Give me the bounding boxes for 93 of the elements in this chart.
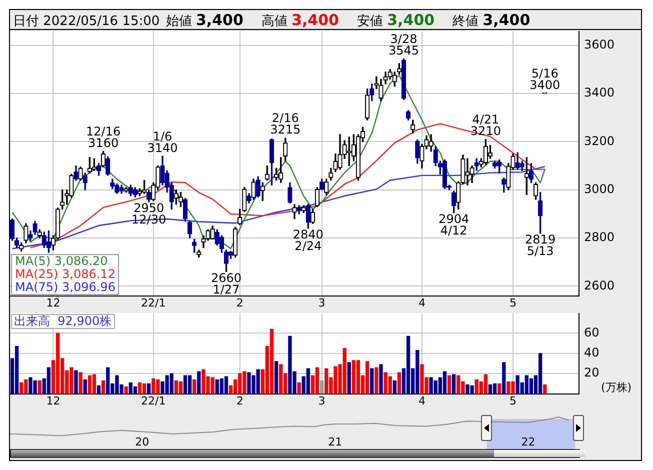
y-tick-label: 3000 [584,182,615,196]
annotation: 1/6 3140 [147,129,178,155]
bar [197,371,201,394]
y-tick-label: 2800 [584,230,615,244]
annotation: 4/21 3210 [470,112,501,138]
annotation: 2904 4/12 [438,212,470,238]
x-tick-label: 5 [509,394,516,408]
bar [46,367,51,394]
bar [56,332,60,394]
x-tick-label: 2 [236,296,244,310]
y-tick-label: 3600 [584,38,615,52]
x-tick-label: 4 [418,296,426,310]
bar [270,328,274,394]
x-tick-label: 22/1 [141,296,166,310]
y-tick-label: 3200 [584,134,615,148]
bar [502,362,506,394]
annotation: 12/16 3160 [86,124,121,150]
text: 高値 3,400 [261,11,339,29]
bar [188,375,192,394]
bar [370,368,374,394]
bar [83,379,87,394]
x-tick-label: 3 [318,296,326,310]
bar [543,384,547,394]
bar [492,383,497,394]
bar [96,385,101,394]
bar [183,375,188,394]
bar [101,380,106,394]
x-tick-label: 22 [521,435,536,448]
bar [297,382,301,394]
bar [488,384,492,394]
bar [352,360,356,394]
chart-title: 日付 2022/05/16 15:00 [13,14,161,29]
bar [78,372,82,394]
bar [274,361,278,394]
bar [92,374,96,394]
y-tick-label: 3400 [584,86,615,100]
text: 終値 3,400 [452,11,530,29]
y-tick-label: 60 [584,325,600,340]
x-tick-label: 12 [46,296,60,310]
series-label: MA(5) 3,086.20 [15,254,109,268]
bar [406,336,410,394]
annotation: 3/28 3545 [388,32,420,58]
bar [347,362,351,394]
annotation: 2840 2/24 [292,228,324,254]
x-tick-label: 2 [236,394,244,408]
bar [315,367,320,394]
text: MA(75) 3,096.96 [15,280,116,294]
text: 安値 3,400 [356,11,435,29]
bar [324,368,328,394]
x-tick-label: 21 [328,435,342,448]
bar [224,376,228,394]
annotation: 2819 5/13 [525,232,556,258]
bar [442,371,447,394]
y-tick-label: 2600 [584,278,615,292]
bar [142,383,146,394]
bar [138,382,142,394]
bar [279,364,283,394]
bar [38,380,42,394]
x-tick-label: 20 [135,435,150,448]
x-tick-label: 5 [509,296,516,310]
bar [320,380,324,394]
candlestick [465,158,470,186]
bar [484,374,488,394]
bar [178,381,183,394]
bar [192,379,196,394]
bar [498,383,502,394]
bar [379,364,383,394]
x-tick-label: 22/1 [141,394,166,408]
text: 始値 3,400 [166,11,244,29]
bar [452,374,456,394]
bar [133,386,138,394]
x-tick-label: 12 [46,394,60,408]
bar [374,367,378,394]
bar [447,375,452,394]
bar [147,383,151,394]
bar [529,378,534,394]
bar [397,372,402,394]
bar [74,370,78,394]
text: MA(25) 3,086.12 [15,266,116,281]
bar [124,386,128,394]
y-tick-label: 40 [584,346,600,360]
bar [538,353,542,394]
annotation: 2660 1/27 [210,270,242,296]
annotation: 2/16 3215 [270,111,301,137]
x-tick-label: 4 [418,394,426,408]
y-axis-title: (万株) [601,380,632,395]
x-tick-label: 3 [318,394,326,408]
bar [356,360,360,394]
y-tick-label: 20 [584,366,600,380]
annotation: 5/16 3400 [530,66,560,92]
bar [392,380,396,394]
chart-title: 出来高 92,900株 [11,314,115,329]
bar [306,368,310,394]
